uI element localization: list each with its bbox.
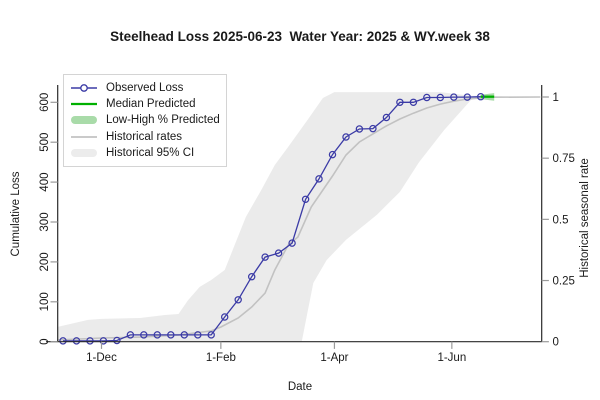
observed-loss-marker xyxy=(315,175,323,183)
x-axis-label: Date xyxy=(287,381,313,393)
historical-ci-band xyxy=(57,92,541,342)
low-high-band-swatch-icon xyxy=(71,116,97,125)
observed-loss-marker xyxy=(423,93,431,102)
observed-loss-marker xyxy=(140,331,148,339)
observed-loss-marker xyxy=(328,150,337,159)
observed-loss-marker xyxy=(301,195,310,204)
observed-loss-marker xyxy=(153,331,162,339)
y-axis-right-tick-label: 0 xyxy=(553,337,559,349)
legend-label: Historical 95% CI xyxy=(106,146,195,159)
y-axis-right-tick-label: 0.5 xyxy=(553,214,569,226)
observed-loss-marker xyxy=(436,93,445,102)
legend-label: Low-High % Predicted xyxy=(106,114,220,127)
y-axis-left-tick-label: 600 xyxy=(39,93,51,112)
observed-loss-marker xyxy=(72,337,81,345)
observed-loss-marker xyxy=(476,92,485,101)
x-axis-tick-label: 1-Dec xyxy=(86,352,117,364)
y-axis-label-left: Cumulative Loss xyxy=(10,171,22,257)
legend-item-historical-rates: Historical rates xyxy=(71,129,220,145)
observed-loss-marker xyxy=(288,239,296,247)
observed-loss-marker xyxy=(86,337,94,345)
observed-loss-marker xyxy=(382,113,391,122)
observed-loss-marker xyxy=(194,331,202,339)
observed-loss-line xyxy=(63,96,481,342)
historical-rates-swatch-icon xyxy=(71,135,97,138)
y-axis-left-tick-label: 200 xyxy=(39,252,51,271)
observed-loss-marker xyxy=(59,337,67,345)
y-axis-left-tick-label: 300 xyxy=(39,212,51,231)
y-axis-left-tick-label: 0 xyxy=(39,338,51,344)
observed-loss-marker xyxy=(261,253,269,261)
historical-ci-swatch-icon xyxy=(71,148,97,157)
median-predicted-swatch-icon xyxy=(71,103,97,106)
observed-loss-marker xyxy=(99,337,108,345)
legend-box: Observed Loss Median Predicted Low-High … xyxy=(63,74,227,167)
x-axis-tick-label: 1-Jun xyxy=(437,352,466,364)
observed-loss-marker xyxy=(234,296,242,304)
observed-loss-marker xyxy=(180,331,189,339)
observed-loss-marker xyxy=(220,313,229,321)
legend-label: Median Predicted xyxy=(106,98,196,111)
x-axis-tick-label: 1-Feb xyxy=(206,352,236,364)
observed-loss-marker xyxy=(409,98,418,107)
y-axis-label-right: Historical seasonal rate xyxy=(579,158,591,278)
observed-loss-marker xyxy=(274,249,283,257)
y-axis-right-tick-label: 1 xyxy=(553,92,559,104)
observed-loss-marker xyxy=(463,93,472,101)
observed-loss-marker xyxy=(247,272,256,281)
y-axis-left-tick-label: 100 xyxy=(39,292,51,311)
y-axis-right-tick-label: 0.75 xyxy=(553,153,575,165)
observed-loss-marker xyxy=(355,125,364,133)
x-axis-tick-label: 1-Apr xyxy=(320,352,348,364)
observed-loss-marker xyxy=(396,98,404,107)
legend-item-low-high-predicted: Low-High % Predicted xyxy=(71,112,220,128)
observed-loss-marker xyxy=(113,336,121,345)
observed-loss-marker xyxy=(126,331,135,339)
legend-label: Observed Loss xyxy=(106,82,184,95)
observed-loss-marker xyxy=(450,93,458,101)
chart-title: Steelhead Loss 2025-06-23 Water Year: 20… xyxy=(110,29,490,44)
observed-loss-marker xyxy=(342,133,350,141)
observed-loss-marker xyxy=(167,331,175,339)
legend-item-median-predicted: Median Predicted xyxy=(71,96,220,112)
y-axis-left-tick-label: 400 xyxy=(39,173,51,192)
y-axis-left-tick-label: 500 xyxy=(39,133,51,152)
legend-item-observed-loss: Observed Loss xyxy=(71,80,220,96)
legend-label: Historical rates xyxy=(106,130,183,143)
observed-loss-marker xyxy=(369,124,377,133)
observed-loss-swatch-icon xyxy=(71,84,97,92)
legend-item-historical-ci: Historical 95% CI xyxy=(71,145,220,161)
y-axis-right-tick-label: 0.25 xyxy=(553,276,575,288)
observed-loss-marker xyxy=(207,331,215,339)
